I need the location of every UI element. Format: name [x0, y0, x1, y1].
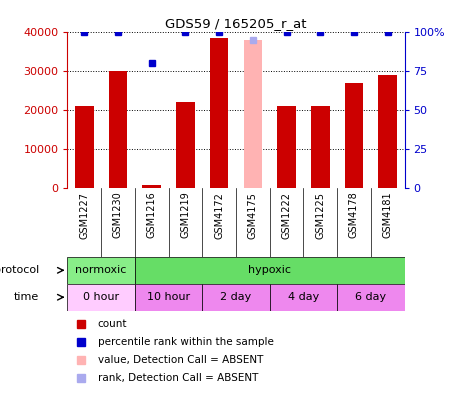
Text: GSM1225: GSM1225	[315, 192, 326, 239]
Text: percentile rank within the sample: percentile rank within the sample	[98, 337, 273, 347]
Bar	[135, 257, 405, 284]
Text: GSM4175: GSM4175	[248, 192, 258, 239]
Text: GSM4172: GSM4172	[214, 192, 224, 239]
Bar	[311, 106, 330, 188]
Text: 4 day: 4 day	[288, 292, 319, 302]
Text: 0 hour: 0 hour	[83, 292, 119, 302]
Bar	[109, 71, 127, 188]
Text: 6 day: 6 day	[355, 292, 386, 302]
Bar	[67, 257, 135, 284]
Text: GSM1216: GSM1216	[146, 192, 157, 238]
Bar	[345, 83, 363, 188]
Bar	[337, 284, 405, 311]
Text: 2 day: 2 day	[220, 292, 252, 302]
Text: rank, Detection Call = ABSENT: rank, Detection Call = ABSENT	[98, 373, 258, 383]
Text: protocol: protocol	[0, 265, 39, 275]
Text: GSM1227: GSM1227	[79, 192, 89, 239]
Text: GSM1230: GSM1230	[113, 192, 123, 238]
Bar	[202, 284, 270, 311]
Bar	[135, 284, 202, 311]
Bar	[270, 284, 337, 311]
Bar	[379, 75, 397, 188]
Text: hypoxic: hypoxic	[248, 265, 291, 275]
Bar	[75, 106, 93, 188]
Text: GSM1222: GSM1222	[281, 192, 292, 239]
Text: value, Detection Call = ABSENT: value, Detection Call = ABSENT	[98, 355, 263, 365]
Text: GSM4178: GSM4178	[349, 192, 359, 238]
Bar	[67, 284, 135, 311]
Text: GSM1219: GSM1219	[180, 192, 191, 238]
Text: normoxic: normoxic	[75, 265, 127, 275]
Bar	[277, 106, 296, 188]
Text: count: count	[98, 319, 127, 329]
Text: GSM4181: GSM4181	[383, 192, 393, 238]
Bar	[210, 38, 228, 188]
Bar	[176, 102, 195, 188]
Bar	[142, 185, 161, 188]
Title: GDS59 / 165205_r_at: GDS59 / 165205_r_at	[165, 17, 307, 30]
Text: 10 hour: 10 hour	[147, 292, 190, 302]
Bar	[244, 40, 262, 188]
Text: time: time	[13, 292, 39, 302]
